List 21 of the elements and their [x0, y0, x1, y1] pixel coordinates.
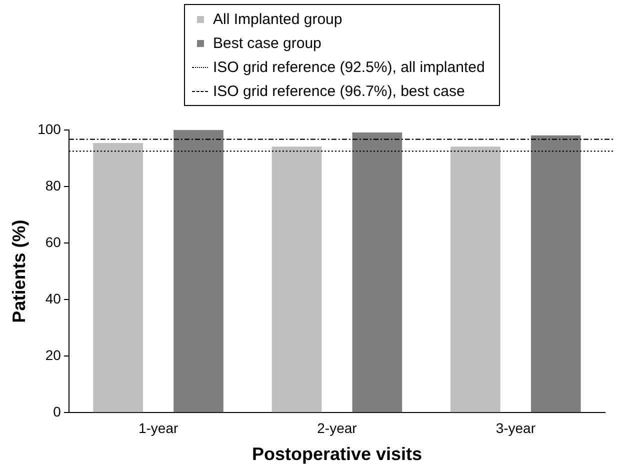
y-tick-label: 20 — [45, 346, 62, 363]
legend-label: ISO grid reference (96.7%), best case — [213, 82, 465, 100]
bar — [174, 130, 224, 412]
x-tick-label: 3-year — [496, 420, 536, 436]
x-tick-label: 2-year — [317, 420, 358, 436]
y-tick-label: 40 — [45, 290, 62, 306]
x-tick-label: 1-year — [138, 420, 178, 436]
y-tick-label: 80 — [45, 177, 62, 194]
legend-label: All Implanted group — [213, 10, 342, 28]
x-axis-title: Postoperative visits — [252, 444, 422, 464]
y-tick-label: 60 — [45, 234, 62, 250]
bar — [352, 132, 402, 412]
bar — [450, 146, 500, 412]
y-axis-title: Patients (%) — [8, 220, 29, 323]
y-tick-label: 100 — [38, 120, 62, 137]
bar — [272, 146, 322, 412]
legend-label: ISO grid reference (92.5%), all implanted — [213, 58, 485, 76]
bar — [530, 135, 581, 412]
y-tick-label: 0 — [53, 403, 62, 420]
bar — [93, 143, 144, 412]
legend-label: Best case group — [213, 34, 322, 52]
